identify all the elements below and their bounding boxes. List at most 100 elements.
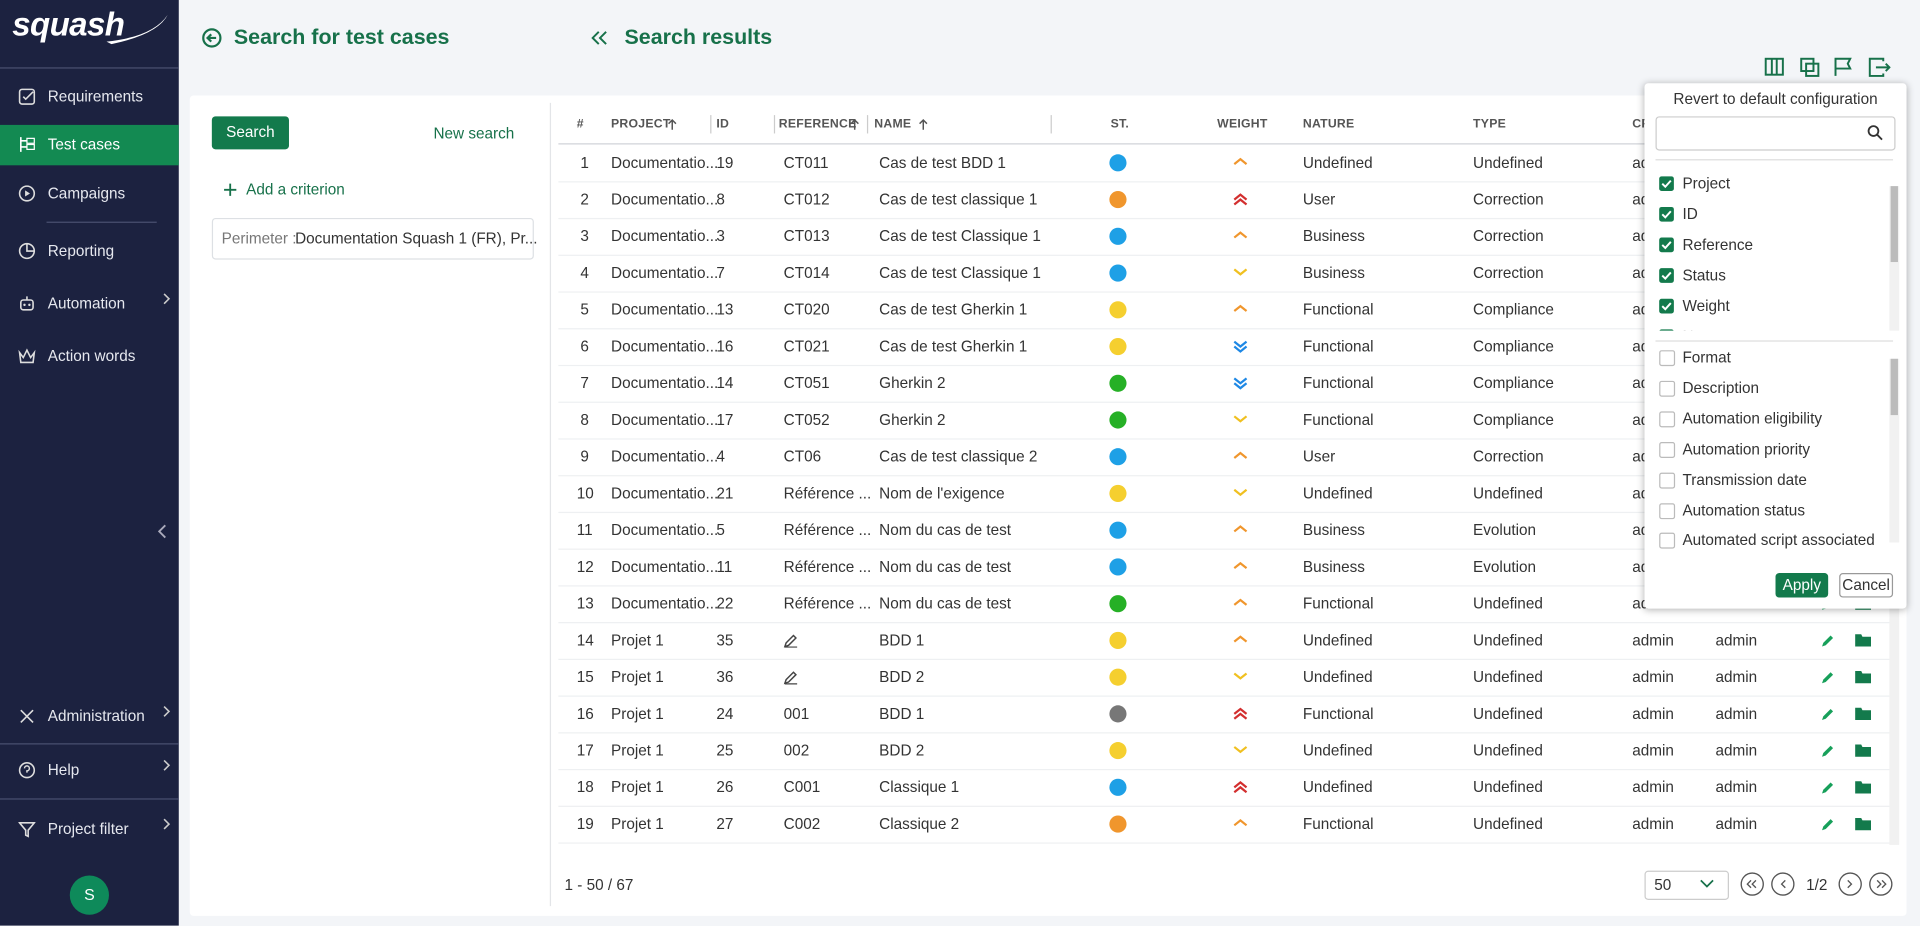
project-cell: Documentatio... bbox=[611, 558, 719, 576]
collapse-icon[interactable] bbox=[157, 523, 169, 544]
row-number: 6 bbox=[580, 337, 589, 356]
created-by-cell: admin bbox=[1632, 705, 1674, 723]
type-cell: Undefined bbox=[1473, 595, 1543, 613]
checkbox[interactable] bbox=[1659, 472, 1676, 489]
folder-icon[interactable] bbox=[1855, 707, 1872, 722]
add-criterion[interactable]: Add a criterion bbox=[246, 181, 345, 199]
nav-item[interactable]: Help bbox=[0, 750, 179, 790]
toolbar-icons[interactable] bbox=[1763, 56, 1891, 78]
checkbox-checked[interactable] bbox=[1659, 237, 1674, 253]
checkbox[interactable] bbox=[1659, 350, 1676, 367]
project-cell: Documentatio... bbox=[611, 411, 719, 429]
column-header[interactable]: ST. bbox=[1110, 117, 1130, 132]
column-header[interactable]: # bbox=[576, 117, 584, 132]
folder-icon[interactable] bbox=[1855, 817, 1872, 832]
page-size: 50 bbox=[1654, 876, 1672, 894]
edit-reference-icon[interactable] bbox=[783, 670, 799, 685]
row-border bbox=[558, 291, 1891, 293]
row-number: 11 bbox=[576, 521, 593, 539]
search-button[interactable]: Search bbox=[211, 116, 289, 150]
status-dot bbox=[1109, 264, 1127, 282]
checkbox-checked[interactable] bbox=[1659, 329, 1674, 331]
type-cell: Correction bbox=[1473, 448, 1544, 466]
apply-button[interactable]: Apply bbox=[1775, 573, 1829, 598]
column-header[interactable]: NAME bbox=[874, 117, 912, 132]
nav-item[interactable]: Requirements bbox=[0, 77, 179, 117]
edit-icon[interactable] bbox=[1821, 670, 1836, 685]
pager-buttons[interactable] bbox=[1740, 872, 1893, 899]
edit-icon[interactable] bbox=[1821, 743, 1836, 758]
id-cell: 5 bbox=[716, 521, 725, 539]
column-header[interactable]: NATURE bbox=[1302, 117, 1355, 132]
nav-item[interactable]: Project filter bbox=[0, 809, 179, 849]
project-cell: Projet 1 bbox=[611, 742, 664, 760]
id-cell: 21 bbox=[716, 484, 734, 503]
collapse-left-icon[interactable] bbox=[591, 31, 608, 46]
edit-icon[interactable] bbox=[1821, 707, 1836, 722]
column-header[interactable]: ID bbox=[716, 117, 730, 132]
checkbox-checked[interactable] bbox=[1659, 206, 1674, 222]
folder-icon[interactable] bbox=[1855, 780, 1872, 795]
sort-icon bbox=[668, 118, 677, 130]
nav-item[interactable]: Campaigns bbox=[0, 173, 179, 213]
column-search[interactable] bbox=[1655, 116, 1896, 151]
modified-by-cell: admin bbox=[1715, 778, 1758, 796]
nav-icon bbox=[18, 242, 36, 260]
status-dot bbox=[1109, 374, 1127, 392]
checkbox[interactable] bbox=[1659, 411, 1676, 428]
nature-cell: Functional bbox=[1302, 411, 1374, 429]
type-cell: Undefined bbox=[1473, 154, 1543, 172]
avatar[interactable]: S bbox=[69, 875, 109, 915]
chevron bbox=[163, 292, 171, 304]
edit-icon[interactable] bbox=[1821, 633, 1836, 648]
row-number: 1 bbox=[580, 154, 589, 172]
page-size-select[interactable] bbox=[1644, 870, 1729, 901]
nav-item[interactable]: Test cases bbox=[0, 124, 179, 165]
checkbox-checked[interactable] bbox=[1659, 176, 1674, 192]
status-dot bbox=[1109, 558, 1127, 576]
nav-item[interactable]: Automation bbox=[0, 283, 179, 323]
modified-by-cell: admin bbox=[1715, 668, 1758, 686]
project-cell: Projet 1 bbox=[611, 705, 664, 723]
plus-icon[interactable] bbox=[223, 182, 238, 197]
checkbox[interactable] bbox=[1659, 502, 1676, 519]
folder-icon[interactable] bbox=[1855, 743, 1872, 758]
id-cell: 26 bbox=[716, 778, 734, 796]
search-icon bbox=[1867, 125, 1883, 141]
column-header[interactable]: REFERENCE bbox=[778, 117, 857, 132]
back-icon[interactable] bbox=[201, 27, 223, 49]
checkbox-checked[interactable] bbox=[1659, 268, 1674, 283]
weight-icon bbox=[1233, 193, 1248, 206]
edit-icon[interactable] bbox=[1821, 780, 1836, 795]
column-option: Reference bbox=[1682, 236, 1754, 254]
column-header[interactable]: TYPE bbox=[1473, 117, 1507, 132]
nature-cell: Business bbox=[1302, 264, 1365, 282]
edit-icon[interactable] bbox=[1821, 817, 1836, 832]
column-header[interactable]: PROJECT bbox=[611, 117, 671, 132]
column-header[interactable]: WEIGHT bbox=[1217, 117, 1268, 132]
checkbox-checked[interactable] bbox=[1659, 298, 1674, 314]
nav-item[interactable]: Action words bbox=[0, 336, 179, 376]
name-cell: BDD 1 bbox=[879, 705, 925, 723]
checkbox[interactable] bbox=[1659, 533, 1676, 550]
revert-link[interactable]: Revert to default configuration bbox=[1673, 90, 1878, 108]
nav-item[interactable]: Administration bbox=[0, 696, 179, 736]
checkbox[interactable] bbox=[1659, 380, 1676, 397]
checkbox[interactable] bbox=[1659, 441, 1676, 458]
nav-item[interactable]: Reporting bbox=[0, 231, 179, 271]
folder-icon[interactable] bbox=[1855, 670, 1872, 685]
perimeter-box[interactable] bbox=[211, 217, 534, 260]
row-border bbox=[558, 585, 1891, 587]
row-border bbox=[558, 768, 1891, 771]
column-option: Nature bbox=[1682, 328, 1728, 330]
scrollbar[interactable] bbox=[1889, 186, 1900, 331]
cancel-button[interactable]: Cancel bbox=[1839, 573, 1894, 598]
row-number: 8 bbox=[580, 411, 589, 429]
new-search-link[interactable]: New search bbox=[433, 124, 515, 143]
type-cell: Correction bbox=[1473, 191, 1544, 209]
edit-reference-icon[interactable] bbox=[783, 633, 799, 648]
scrollbar[interactable] bbox=[1889, 358, 1900, 543]
folder-icon[interactable] bbox=[1855, 633, 1872, 648]
weight-icon bbox=[1233, 157, 1248, 165]
